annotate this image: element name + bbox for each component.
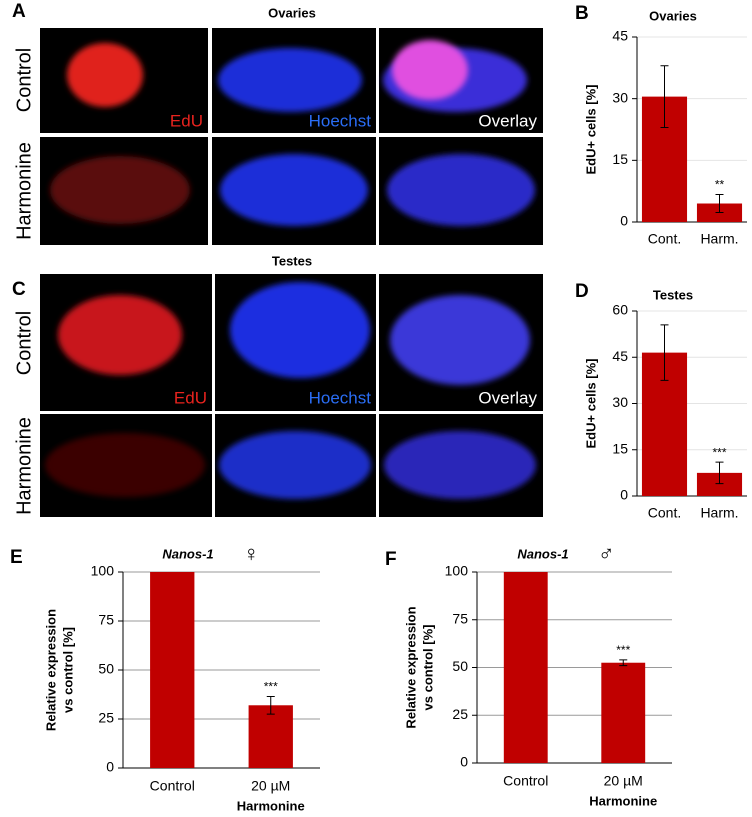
panel-title: Ovaries	[268, 5, 316, 20]
sex-symbol: ♀	[243, 541, 260, 566]
tissue	[390, 295, 530, 385]
x-tick-label: Harm.	[700, 231, 738, 247]
channel-label: EdU	[170, 111, 203, 130]
row-label: Control	[13, 311, 35, 375]
bar	[248, 705, 293, 768]
y-tick-label: 30	[612, 89, 628, 105]
x-tick-label: Control	[150, 778, 195, 794]
error-bar	[266, 695, 275, 715]
chart-title: Nanos-1	[162, 546, 213, 561]
tissue	[50, 156, 190, 224]
microscopy-panel-c	[40, 274, 543, 517]
error-bar	[660, 65, 669, 128]
sex-symbol: ♂	[598, 541, 615, 566]
error-bar	[660, 324, 669, 381]
channel-label: Overlay	[478, 388, 537, 407]
channel-label: EdU	[174, 388, 207, 407]
y-axis-label: EdU+ cells [%]	[583, 85, 598, 175]
error-bar	[715, 461, 724, 485]
y-tick-label: 50	[98, 661, 114, 677]
row-label: Control	[13, 48, 35, 112]
tissue	[387, 154, 535, 226]
bar	[601, 662, 646, 763]
x-tick-label: 20 µM	[251, 778, 290, 794]
chart-title: Nanos-1	[517, 546, 568, 561]
y-tick-label: 75	[452, 610, 468, 626]
x-tick-label: Cont.	[648, 231, 681, 247]
x-tick-label: Harm.	[700, 505, 738, 521]
panel-letter: B	[575, 3, 589, 24]
tissue	[218, 48, 362, 112]
y-tick-label: 15	[612, 440, 628, 456]
y-tick-label: 100	[445, 563, 469, 579]
x-tick-label: 20 µM	[604, 773, 643, 789]
microscopy-panel-a	[40, 28, 543, 245]
significance: **	[715, 178, 725, 192]
panel-letter: D	[575, 281, 589, 302]
tissue	[58, 295, 182, 375]
channel-label: Hoechst	[309, 111, 372, 130]
y-tick-label: 60	[612, 302, 628, 318]
x-tick-label: Cont.	[648, 505, 681, 521]
x-axis-label: Harmonine	[237, 798, 305, 813]
tissue	[45, 433, 205, 497]
y-tick-label: 15	[612, 151, 628, 167]
tissue	[220, 154, 368, 226]
y-tick-label: 50	[452, 658, 468, 674]
y-tick-label: 0	[620, 487, 628, 503]
y-tick-label: 0	[460, 754, 468, 770]
x-axis-label: Harmonine	[589, 793, 657, 808]
significance: ***	[264, 680, 278, 694]
y-axis-label: Relative expression	[43, 609, 58, 731]
channel-label: Hoechst	[309, 388, 372, 407]
significance: ***	[616, 643, 630, 657]
panel-letter: E	[10, 547, 23, 568]
y-axis-label: EdU+ cells [%]	[583, 359, 598, 449]
y-axis-label: vs control [%]	[420, 625, 435, 711]
panel-letter: F	[385, 549, 397, 570]
row-label: Harmonine	[13, 417, 35, 515]
tissue	[67, 43, 143, 107]
tissue	[219, 431, 371, 499]
error-bar	[715, 193, 724, 214]
bar	[150, 572, 195, 768]
significance: ***	[712, 445, 726, 459]
panel-title: Testes	[272, 253, 312, 268]
y-axis-label: vs control [%]	[60, 627, 75, 713]
channel-label: Overlay	[478, 111, 537, 130]
panel-letter: A	[12, 1, 26, 22]
y-tick-label: 100	[91, 563, 115, 579]
y-tick-label: 25	[452, 706, 468, 722]
bar	[696, 472, 743, 496]
row-label: Harmonine	[13, 142, 35, 240]
tissue	[392, 40, 468, 100]
panel-letter: C	[12, 279, 26, 300]
y-tick-label: 30	[612, 394, 628, 410]
bar	[503, 572, 548, 763]
y-axis-label: Relative expression	[403, 606, 418, 728]
tissue	[384, 431, 536, 499]
chart-title: Ovaries	[649, 8, 697, 23]
tissue	[230, 282, 370, 378]
y-tick-label: 45	[612, 348, 628, 364]
chart-title: Testes	[653, 287, 693, 302]
y-tick-label: 0	[620, 213, 628, 229]
y-tick-label: 0	[106, 759, 114, 775]
y-tick-label: 45	[612, 28, 628, 44]
x-tick-label: Control	[503, 773, 548, 789]
y-tick-label: 75	[98, 612, 114, 628]
error-bar	[619, 659, 628, 667]
y-tick-label: 25	[98, 710, 114, 726]
